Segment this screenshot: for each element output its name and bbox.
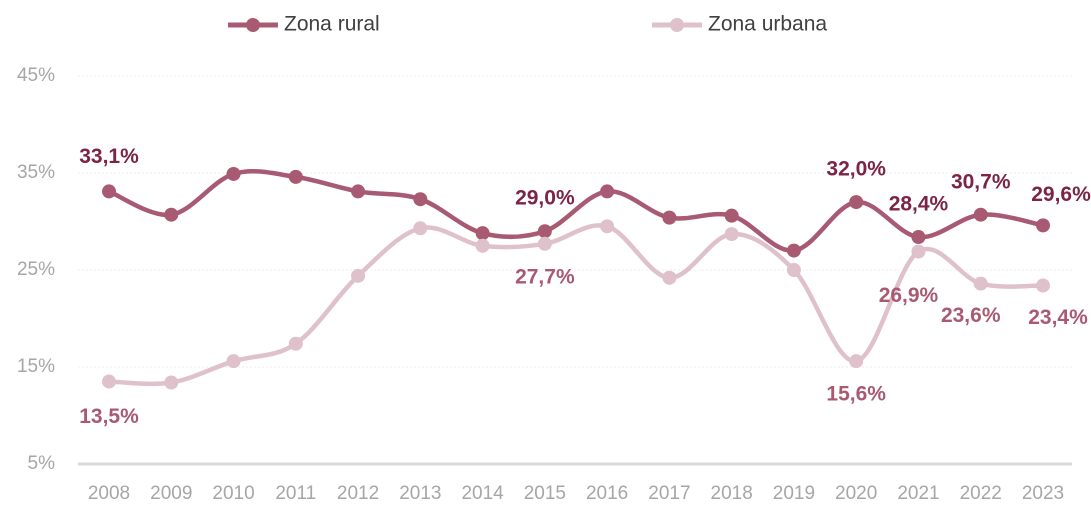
- data-label: 23,4%: [1028, 306, 1088, 329]
- data-point: [662, 270, 677, 285]
- x-tick-label: 2015: [524, 483, 566, 504]
- legend-label: Zona urbana: [708, 13, 827, 36]
- legend-marker: [246, 18, 260, 32]
- y-tick-label: 15%: [17, 356, 55, 377]
- data-point: [475, 238, 490, 253]
- data-label: 28,4%: [889, 193, 949, 216]
- data-point: [849, 354, 864, 369]
- data-point: [662, 210, 677, 225]
- y-tick-label: 45%: [17, 65, 55, 86]
- data-label: 29,0%: [515, 187, 575, 210]
- data-point: [600, 184, 615, 199]
- y-tick-label: 5%: [28, 453, 56, 474]
- data-point: [1036, 218, 1050, 233]
- data-point: [786, 263, 801, 277]
- x-tick-label: 2021: [897, 483, 939, 504]
- data-point: [102, 184, 116, 199]
- x-tick-label: 2019: [773, 483, 815, 504]
- x-tick-label: 2014: [461, 483, 504, 504]
- x-tick-label: 2008: [88, 483, 130, 504]
- data-point: [288, 336, 303, 351]
- data-label: 26,9%: [879, 284, 939, 307]
- x-tick-label: 2013: [399, 483, 441, 504]
- data-point: [288, 169, 303, 184]
- data-point: [537, 224, 552, 239]
- data-point: [786, 243, 801, 258]
- legend-marker: [670, 18, 684, 32]
- data-label: 33,1%: [79, 145, 139, 168]
- data-point: [226, 166, 241, 181]
- data-label: 30,7%: [951, 170, 1011, 193]
- data-point: [600, 219, 615, 234]
- data-point: [102, 374, 116, 389]
- data-label: 32,0%: [826, 158, 886, 181]
- legend-label: Zona rural: [284, 13, 380, 36]
- data-label: 29,6%: [1031, 183, 1091, 206]
- data-label: 13,5%: [79, 405, 139, 428]
- data-point: [413, 221, 428, 236]
- y-tick-label: 35%: [17, 162, 55, 183]
- data-point: [475, 226, 490, 241]
- data-point: [973, 207, 988, 222]
- x-tick-label: 2023: [1022, 483, 1064, 504]
- data-point: [911, 244, 926, 259]
- data-point: [537, 236, 552, 251]
- y-tick-label: 25%: [17, 259, 55, 280]
- x-tick-label: 2011: [275, 483, 316, 504]
- data-point: [164, 207, 179, 222]
- data-point: [849, 195, 864, 210]
- x-tick-label: 2017: [648, 483, 690, 504]
- data-point: [911, 230, 926, 245]
- x-tick-label: 2016: [586, 483, 628, 504]
- x-tick-label: 2010: [212, 483, 254, 504]
- data-point: [351, 268, 366, 283]
- data-point: [413, 192, 428, 207]
- data-point: [724, 208, 739, 223]
- x-tick-label: 2020: [835, 483, 877, 504]
- data-point: [226, 354, 241, 369]
- x-tick-label: 2009: [150, 483, 192, 504]
- data-point: [351, 184, 366, 199]
- data-point: [724, 227, 739, 242]
- series-line: [106, 169, 1046, 253]
- data-label: 27,7%: [515, 265, 575, 288]
- data-label: 23,6%: [941, 304, 1001, 327]
- data-point: [164, 375, 179, 390]
- x-tick-label: 2018: [711, 483, 753, 504]
- data-point: [1036, 278, 1050, 293]
- data-point: [973, 276, 988, 291]
- x-tick-label: 2012: [337, 483, 379, 504]
- x-tick-label: 2022: [960, 483, 1002, 504]
- data-label: 15,6%: [826, 383, 886, 406]
